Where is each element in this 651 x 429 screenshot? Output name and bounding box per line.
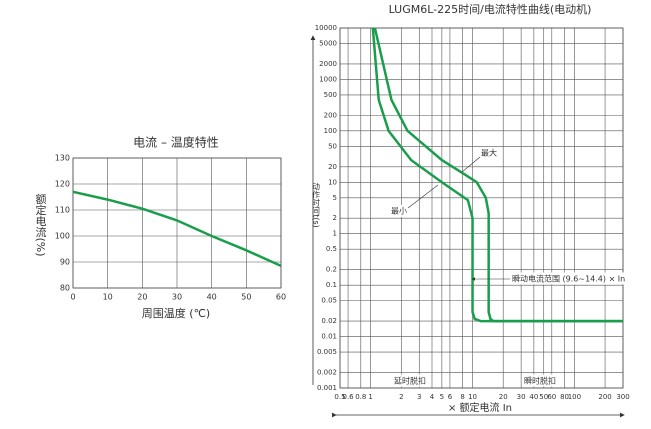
series-label: 最大 xyxy=(481,148,497,158)
y-tick-label: 0.2 xyxy=(326,266,337,274)
x-tick-label: 0.8 xyxy=(355,393,366,401)
x-tick-label: 40 xyxy=(529,393,538,401)
x-tick-label: 4 xyxy=(430,393,435,401)
x-tick-label: 1 xyxy=(368,393,372,401)
plot-area xyxy=(339,27,624,389)
x-tick-label: 30 xyxy=(172,293,182,302)
y-tick-label: 200 xyxy=(324,111,337,119)
series-label: 最小 xyxy=(391,207,407,216)
y-tick-label: 5000 xyxy=(319,39,337,47)
x-tick-label: 60 xyxy=(276,293,286,302)
y-tick-label: 10 xyxy=(328,178,337,186)
y-tick-label: 130 xyxy=(55,154,70,163)
y-tick-label: 0.02 xyxy=(321,317,337,325)
y-tick-label: 0.5 xyxy=(326,245,337,253)
annotation: 瞬动电流范围 (9.6~14.4) × In xyxy=(512,274,625,284)
x-tick-label: 50 xyxy=(241,293,251,302)
series-line xyxy=(72,190,282,268)
x-tick-label: 10 xyxy=(468,393,477,401)
x-axis-label: × 额定电流 In xyxy=(448,401,512,414)
series-line xyxy=(371,27,623,323)
y-tick-label: 1 xyxy=(333,230,337,238)
x-tick-label: 5 xyxy=(440,393,444,401)
chart-title: LUGM6L-225时间/电流特性曲线(电动机) xyxy=(389,2,592,16)
y-tick-label: 5 xyxy=(333,194,337,202)
y-tick-label: 80 xyxy=(60,284,70,293)
x-tick-label: 0 xyxy=(70,293,75,302)
y-tick-label: 0.01 xyxy=(321,333,337,341)
y-tick-label: 500 xyxy=(324,91,337,99)
y-tick-label: 50 xyxy=(328,142,337,150)
y-tick-label: 0.1 xyxy=(326,281,337,289)
annotation-box xyxy=(392,374,428,387)
x-tick-label: 300 xyxy=(616,393,629,401)
label-box xyxy=(479,147,499,159)
y-tick-label: 0.05 xyxy=(321,297,337,305)
annotation-box xyxy=(522,374,558,387)
y-tick-label: 100 xyxy=(55,232,70,241)
x-tick-label: 200 xyxy=(598,393,611,401)
leader-line xyxy=(461,156,481,173)
leader-line xyxy=(407,184,439,209)
y-axis-label: 额定电流(%) xyxy=(34,193,47,256)
x-axis-label: 周围温度 (℃) xyxy=(142,306,210,320)
y-tick-label: 90 xyxy=(60,258,70,267)
x-tick-label: 0.6 xyxy=(342,393,354,401)
series-line xyxy=(373,27,623,323)
y-tick-label: 120 xyxy=(55,180,70,189)
annotation: 瞬时脱扣 xyxy=(524,376,556,386)
y-tick-label: 2000 xyxy=(319,60,337,68)
x-tick-label: 30 xyxy=(517,393,526,401)
y-tick-label: 100 xyxy=(324,127,337,135)
y-tick-label: 0.001 xyxy=(317,384,337,392)
x-tick-label: 3 xyxy=(417,393,421,401)
y-tick-label: 110 xyxy=(55,206,70,215)
x-tick-label: 40 xyxy=(207,293,217,302)
annotation: 延时脱扣 xyxy=(394,376,426,386)
x-tick-label: 2 xyxy=(399,393,403,401)
x-tick-label: 80 xyxy=(560,393,569,401)
y-tick-label: 20 xyxy=(328,163,337,171)
x-tick-label: 50 xyxy=(539,393,548,401)
y-tick-label: 10000 xyxy=(315,24,337,32)
annotation-box xyxy=(510,272,628,285)
x-tick-label: 20 xyxy=(499,393,508,401)
y-tick-label: 1000 xyxy=(319,75,337,83)
y-tick-label: 0.005 xyxy=(317,348,337,356)
x-tick-label: 60 xyxy=(547,393,556,401)
x-tick-label: 6 xyxy=(448,393,453,401)
x-tick-label: 20 xyxy=(137,293,147,302)
y-axis-label: 动作时间t(s) xyxy=(312,181,321,228)
y-tick-label: 2 xyxy=(333,214,337,222)
chart-title: 电流 – 温度特性 xyxy=(133,135,219,150)
label-box xyxy=(389,205,409,217)
x-tick-label: 100 xyxy=(568,393,581,401)
x-tick-label: 10 xyxy=(103,293,113,302)
x-tick-label: 0.5 xyxy=(334,393,345,401)
y-tick-label: 0.002 xyxy=(317,369,337,377)
x-tick-label: 8 xyxy=(460,393,464,401)
